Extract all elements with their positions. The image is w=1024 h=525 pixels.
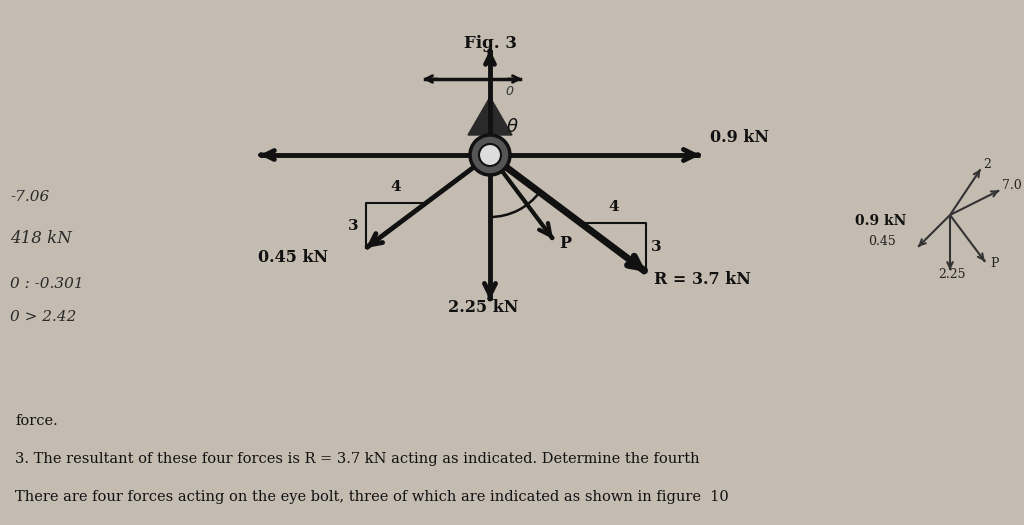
Circle shape xyxy=(479,144,501,166)
Text: 4: 4 xyxy=(390,181,401,194)
Text: $\theta$: $\theta$ xyxy=(506,118,518,136)
Text: force.: force. xyxy=(15,414,57,428)
Text: 7.0: 7.0 xyxy=(1002,179,1022,192)
Text: 0.45 kN: 0.45 kN xyxy=(258,249,328,267)
Circle shape xyxy=(470,135,510,175)
Text: 0 > 2.42: 0 > 2.42 xyxy=(10,310,77,324)
Text: 0 : -0.301: 0 : -0.301 xyxy=(10,277,84,291)
Text: 0.9 kN: 0.9 kN xyxy=(855,214,906,228)
Text: 2.25 kN: 2.25 kN xyxy=(449,299,518,317)
Text: P: P xyxy=(990,257,998,270)
Text: 418 kN: 418 kN xyxy=(10,230,72,247)
Text: 3. The resultant of these four forces is R = 3.7 kN acting as indicated. Determi: 3. The resultant of these four forces is… xyxy=(15,452,699,466)
Text: 0.9 kN: 0.9 kN xyxy=(710,129,769,145)
Text: 2.25: 2.25 xyxy=(938,268,966,281)
Text: There are four forces acting on the eye bolt, three of which are indicated as sh: There are four forces acting on the eye … xyxy=(15,490,729,504)
Text: 2: 2 xyxy=(983,158,991,171)
Text: R = 3.7 kN: R = 3.7 kN xyxy=(654,271,751,289)
Text: 3: 3 xyxy=(348,219,358,233)
Text: -7.06: -7.06 xyxy=(10,190,49,204)
Text: 4: 4 xyxy=(608,200,618,214)
Text: 3: 3 xyxy=(651,240,662,255)
Polygon shape xyxy=(468,97,512,135)
Text: 0: 0 xyxy=(505,85,513,98)
Text: 0.45: 0.45 xyxy=(868,235,896,248)
Text: P: P xyxy=(559,236,571,253)
Text: Fig. 3: Fig. 3 xyxy=(464,35,516,52)
